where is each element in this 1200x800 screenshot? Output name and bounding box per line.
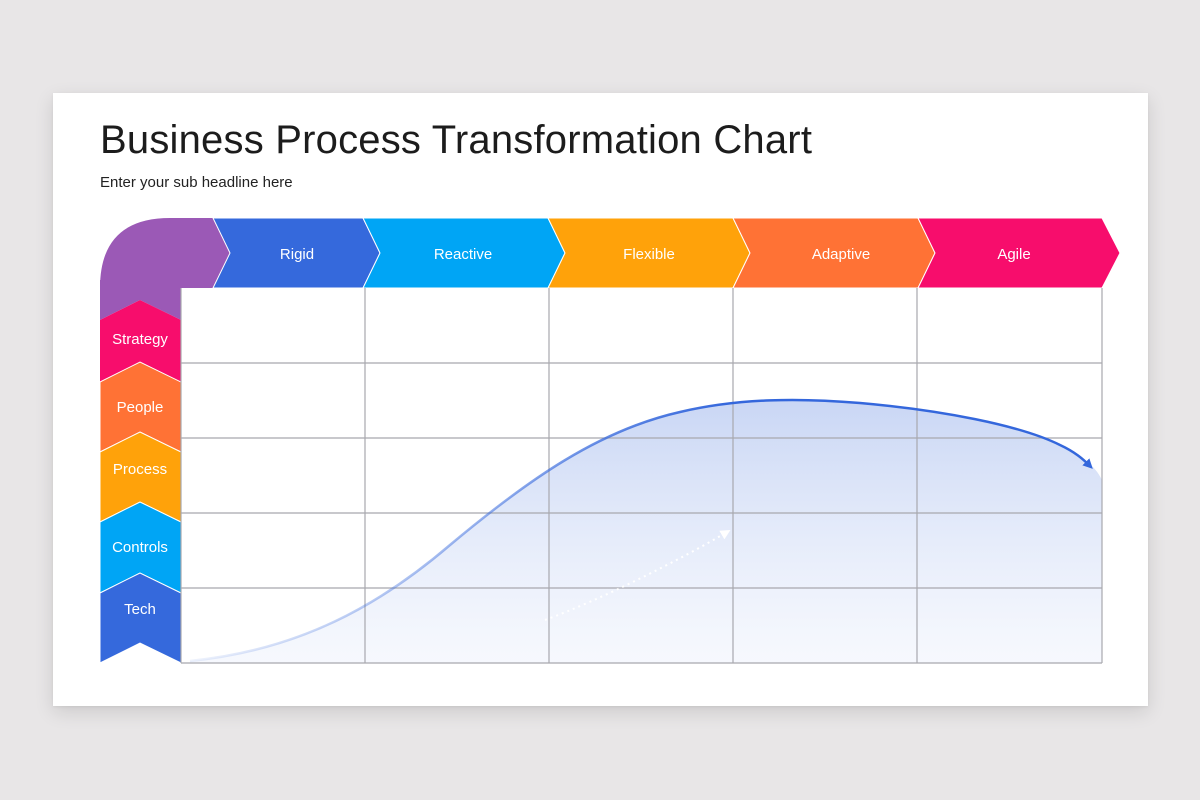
grid <box>180 288 1103 664</box>
header-stages: Rigid Reactive Flexible Adaptive Agile <box>212 217 1121 289</box>
curve-area <box>190 399 1102 663</box>
stage-rigid[interactable]: Rigid <box>212 217 381 289</box>
row-label: Strategy <box>112 331 168 348</box>
row-labels: Strategy People Process Controls Tech <box>99 300 182 664</box>
row-controls[interactable]: Controls <box>99 501 182 594</box>
row-label: Tech <box>124 601 156 618</box>
row-label: Controls <box>112 539 168 556</box>
stage-label: Adaptive <box>812 246 870 263</box>
page-title: Business Process Transformation Chart <box>100 118 813 162</box>
row-label: People <box>117 399 164 416</box>
stage-label: Agile <box>997 246 1030 263</box>
stage-agile[interactable]: Agile <box>917 217 1121 289</box>
stage-label: Flexible <box>623 246 675 263</box>
stage-adaptive[interactable]: Adaptive <box>732 217 936 289</box>
corner-column <box>100 280 181 320</box>
row-label: Process <box>113 461 167 478</box>
stage-label: Rigid <box>280 246 314 263</box>
row-strategy[interactable]: Strategy <box>100 300 181 382</box>
header-corner <box>100 218 230 300</box>
stage-reactive[interactable]: Reactive <box>362 217 566 289</box>
stage-flexible[interactable]: Flexible <box>547 217 751 289</box>
transformation-curve <box>189 398 1093 663</box>
page-subtitle: Enter your sub headline here <box>100 174 293 191</box>
dotted-progress-arrow <box>544 529 731 621</box>
stage-label: Reactive <box>434 246 492 263</box>
row-tech[interactable]: Tech <box>99 572 182 664</box>
row-process[interactable]: Process <box>99 431 182 523</box>
